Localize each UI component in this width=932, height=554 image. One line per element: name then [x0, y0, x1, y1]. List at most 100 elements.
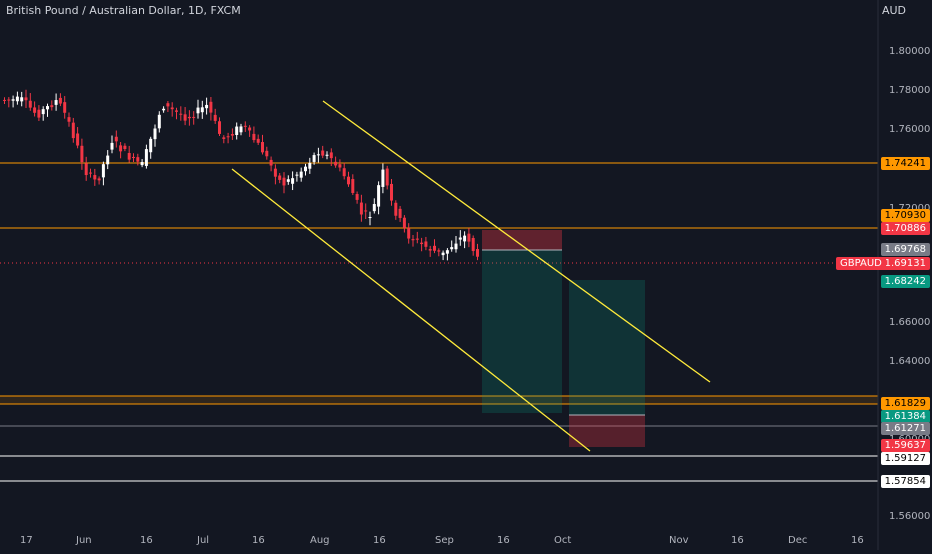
- symbol-price-tag: GBPAUD: [836, 257, 886, 270]
- candle-body: [239, 126, 243, 133]
- candle-body: [226, 136, 230, 138]
- candle-body: [71, 122, 75, 139]
- candle-body: [359, 202, 363, 215]
- candle-body: [454, 243, 458, 250]
- candle-body: [119, 145, 123, 152]
- candle-body: [84, 163, 88, 176]
- candle-body: [471, 238, 475, 252]
- candle-body: [235, 126, 239, 135]
- candle-body: [390, 183, 393, 201]
- candle-body: [334, 161, 338, 166]
- candle-body: [132, 156, 135, 158]
- price-tag: 1.59127: [880, 452, 930, 465]
- candle-body: [325, 154, 329, 156]
- candle-body: [256, 138, 260, 143]
- candle-body: [144, 149, 148, 166]
- candle-body: [3, 99, 6, 101]
- time-tick-label: 17: [20, 535, 33, 546]
- time-tick-label: Sep: [435, 535, 454, 546]
- candle-body: [282, 177, 286, 186]
- time-tick-label: Jun: [76, 535, 92, 546]
- candle-body: [97, 178, 101, 181]
- candle-body: [407, 227, 411, 239]
- candle-body: [63, 102, 67, 113]
- candle-body: [179, 113, 183, 115]
- candle-body: [347, 176, 350, 185]
- candle-body: [41, 109, 45, 115]
- time-tick-label: Aug: [310, 535, 330, 546]
- candle-body: [7, 99, 11, 101]
- candle-body: [394, 202, 398, 216]
- channel-upper-line: [322, 100, 711, 383]
- time-tick-label: 16: [497, 535, 510, 546]
- position-stop-zone: [482, 230, 562, 250]
- channel-lower-line: [231, 168, 591, 452]
- candle-body: [11, 99, 15, 101]
- time-tick-label: 16: [851, 535, 864, 546]
- candle-body: [299, 171, 303, 178]
- candle-body: [428, 249, 432, 251]
- support-zone: [0, 396, 878, 404]
- candle-body: [355, 194, 359, 200]
- candle-body: [424, 241, 428, 247]
- candle-body: [28, 100, 32, 108]
- candle-body: [273, 168, 277, 177]
- price-tick-label: 1.66000: [889, 317, 931, 328]
- candle-body: [15, 96, 19, 102]
- candle-body: [278, 175, 282, 180]
- candle-body: [157, 114, 161, 129]
- time-tick-label: Oct: [554, 535, 572, 546]
- candle-body: [295, 174, 299, 176]
- price-tag: 1.70930: [880, 209, 930, 222]
- price-tick-label: 1.64000: [889, 356, 931, 367]
- candle-body: [149, 138, 153, 153]
- time-tick-label: 16: [140, 535, 153, 546]
- candle-body: [372, 204, 376, 212]
- time-tick-label: 16: [731, 535, 744, 546]
- candle-body: [342, 168, 346, 177]
- position-stop-zone: [569, 415, 645, 447]
- candle-body: [338, 164, 342, 168]
- candle-body: [230, 134, 234, 136]
- candle-body: [312, 155, 316, 162]
- candle-body: [166, 103, 170, 107]
- price-tag: 1.69131: [880, 257, 930, 270]
- price-tick-label: 1.56000: [889, 511, 931, 522]
- candle-body: [76, 133, 80, 146]
- currency-label: AUD: [881, 4, 906, 17]
- price-tick-label: 1.78000: [889, 85, 931, 96]
- candle-body: [175, 110, 178, 112]
- candle-body: [123, 145, 127, 149]
- candle-body: [265, 150, 269, 157]
- price-tick-label: 1.80000: [889, 46, 931, 57]
- symbol-title[interactable]: British Pound / Australian Dollar, 1D, F…: [6, 4, 241, 17]
- candle-body: [200, 107, 204, 113]
- candle-body: [381, 169, 385, 187]
- candle-body: [213, 114, 217, 121]
- time-tick-label: Jul: [197, 535, 210, 546]
- candle-body: [187, 116, 191, 119]
- candle-body: [463, 235, 467, 242]
- candle-body: [37, 109, 41, 118]
- price-tick-label: 1.72000: [889, 203, 930, 214]
- price-tag: 1.70886: [880, 222, 930, 235]
- candle-body: [411, 239, 415, 241]
- candle-body: [136, 157, 140, 162]
- candle-body: [67, 117, 71, 122]
- candle-body: [153, 128, 157, 140]
- candle-body: [402, 217, 406, 229]
- candle-body: [248, 127, 252, 131]
- candle-body: [58, 97, 62, 104]
- candle-body: [196, 107, 200, 114]
- time-tick-label: 16: [252, 535, 265, 546]
- candle-body: [458, 237, 462, 240]
- candle-body: [46, 106, 49, 110]
- candle-body: [316, 154, 320, 156]
- price-tag: 1.61271: [880, 422, 930, 435]
- candle-body: [304, 166, 307, 172]
- candle-body: [351, 179, 355, 193]
- price-tag: 1.57854: [880, 475, 930, 488]
- candle-body: [192, 116, 196, 118]
